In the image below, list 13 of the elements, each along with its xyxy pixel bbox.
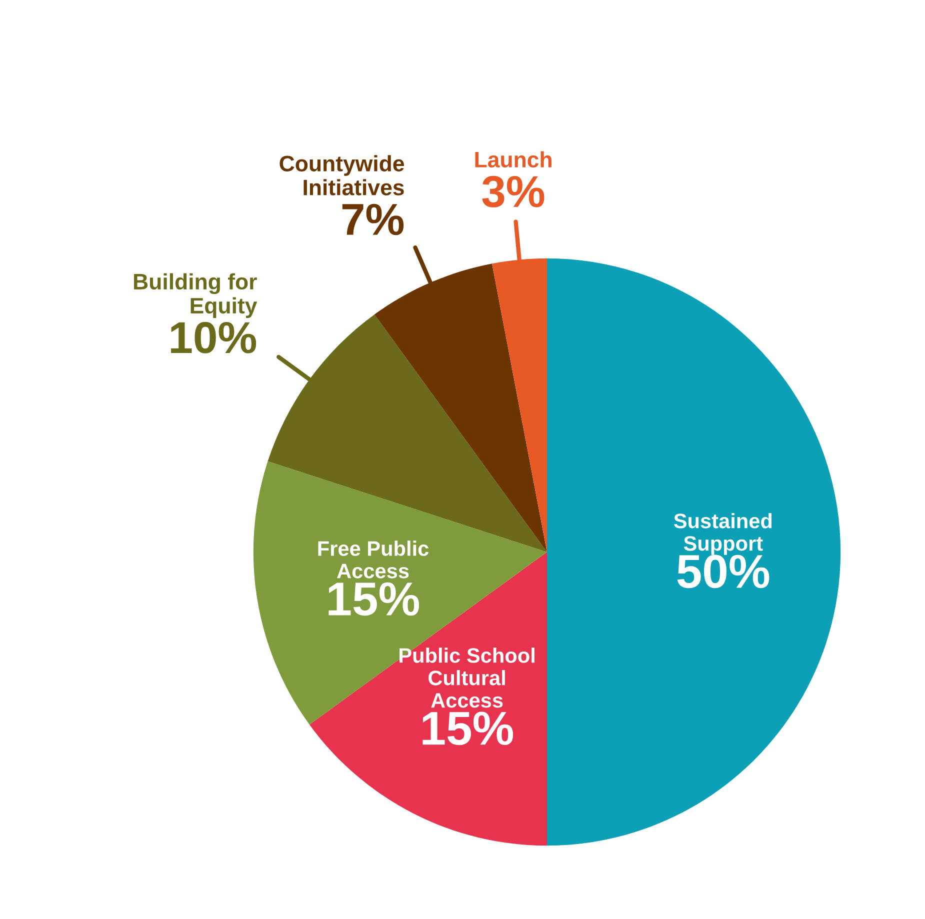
data-label: 50% xyxy=(677,554,770,588)
pie-slice xyxy=(547,258,841,846)
data-label: 15% xyxy=(422,712,514,746)
data-label: 10% xyxy=(171,322,256,354)
slice-label: Sustained Support xyxy=(674,513,772,555)
slice-label: Public School Cultural Access xyxy=(400,648,534,708)
slice-label: Launch xyxy=(475,151,552,168)
data-label: 3% xyxy=(482,176,544,208)
data-label: 15% xyxy=(328,582,420,616)
slice-label: Free Public Access xyxy=(318,540,429,578)
slice-label: Countywide Initiatives xyxy=(280,155,404,196)
slice-label: Building for Equity xyxy=(134,273,258,318)
data-label: 7% xyxy=(342,204,404,236)
